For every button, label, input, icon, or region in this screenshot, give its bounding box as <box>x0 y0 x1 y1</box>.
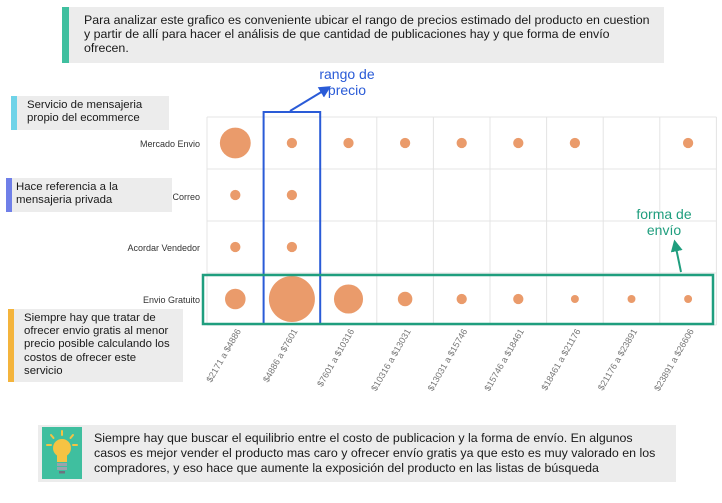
note-accent-bar <box>62 7 69 63</box>
note-accent-bar <box>11 96 17 130</box>
bubble-point <box>333 284 364 314</box>
y-label-correo: Correo <box>172 192 200 202</box>
x-tick-label: $7601 a $10316 <box>315 327 356 388</box>
x-tick-label: $15746 a $18461 <box>482 327 526 393</box>
note-top-text: Para analizar este grafico es convenient… <box>84 13 650 55</box>
bubble-point <box>343 137 354 149</box>
callout-rango-precio: rango de precio <box>319 66 375 98</box>
x-tick-label: $4886 a $7601 <box>261 327 300 384</box>
note-gratis: Siempre hay que tratar de ofrecer envio … <box>8 309 183 382</box>
highlight-shipping-row <box>201 273 715 326</box>
bubble-point <box>397 291 413 307</box>
x-tick-label: $10316 a $13031 <box>369 327 413 393</box>
y-label-acordar-vendedor: Acordar Vendedor <box>127 243 200 253</box>
bubble-point <box>219 127 251 159</box>
chart-bubbles <box>219 127 694 322</box>
note-accent-bar <box>6 178 12 212</box>
callout-arrow-rango <box>289 86 332 112</box>
note-gratis-text: Siempre hay que tratar de ofrecer envio … <box>24 312 170 377</box>
lightbulb-icon <box>42 427 82 479</box>
note-top: Para analizar este grafico es convenient… <box>62 7 664 63</box>
bubble-point <box>268 276 315 322</box>
note-bottom: Siempre hay que buscar el equilibrio ent… <box>38 425 676 482</box>
bubble-point <box>627 295 636 303</box>
x-tick-label: $21176 a $23891 <box>596 327 639 392</box>
x-tick-labels: $2171 a $4886 $4886 a $7601 $7601 a $10316… <box>204 327 695 393</box>
bubble-point <box>570 295 579 303</box>
y-label-mercado-envio: Mercado Envio <box>139 139 200 149</box>
x-tick-label: $23891 a $26606 <box>652 327 696 393</box>
x-tick-label: $18461 a $21176 <box>539 327 582 392</box>
note-mensajeria-text: Servicio de mensajeria propio del ecomme… <box>27 99 143 124</box>
note-mensajeria: Servicio de mensajeria propio del ecomme… <box>11 96 169 130</box>
bubble-point <box>225 288 246 310</box>
chart-highlights <box>201 86 715 326</box>
bubble-point <box>569 137 581 149</box>
note-privada-text: Hace referencia a la mensajeria privada <box>16 181 118 206</box>
bubble-point <box>682 137 694 149</box>
y-label-envio-gratuito: Envio Gratuito <box>142 295 200 305</box>
note-bottom-text: Siempre hay que buscar el equilibrio ent… <box>94 431 656 475</box>
note-accent-bar <box>8 309 14 382</box>
bubble-point <box>230 241 241 253</box>
bubble-point <box>286 137 298 149</box>
bubble-point <box>684 295 693 303</box>
x-tick-label: $2171 a $4886 <box>204 327 243 384</box>
bubble-point <box>456 293 467 305</box>
bubble-point <box>456 137 467 149</box>
bubble-point <box>230 189 241 201</box>
bubble-point <box>513 293 524 305</box>
chart-grid <box>206 116 717 326</box>
callout-forma-envio: forma de envío <box>636 206 692 238</box>
callout-arrow-envio <box>670 239 683 273</box>
bubble-point <box>286 241 298 253</box>
note-privada: Hace referencia a la mensajeria privada <box>6 178 172 212</box>
x-tick-label: $13031 a $15746 <box>426 327 470 393</box>
bubble-point <box>513 137 524 149</box>
bubble-point <box>399 137 411 149</box>
bubble-point <box>286 189 298 201</box>
